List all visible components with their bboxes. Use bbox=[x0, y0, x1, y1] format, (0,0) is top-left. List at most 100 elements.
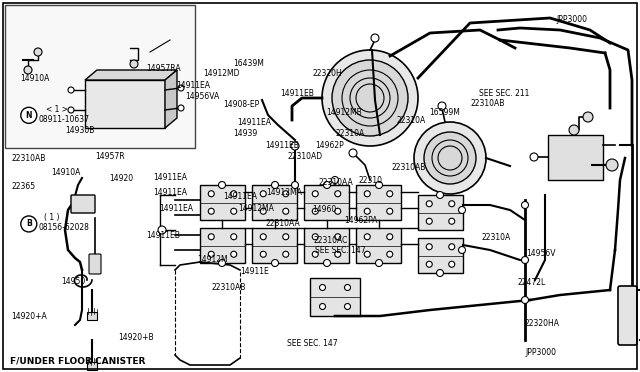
Text: 14920+A: 14920+A bbox=[12, 312, 47, 321]
Circle shape bbox=[260, 191, 266, 197]
Circle shape bbox=[332, 176, 339, 183]
Circle shape bbox=[312, 191, 318, 197]
Text: 22310: 22310 bbox=[358, 176, 383, 185]
Circle shape bbox=[387, 208, 393, 214]
Text: 22320H: 22320H bbox=[312, 69, 342, 78]
Circle shape bbox=[312, 208, 318, 214]
Text: 14911EA: 14911EA bbox=[176, 81, 210, 90]
Text: JPP3000: JPP3000 bbox=[526, 348, 557, 357]
Text: 22310AB: 22310AB bbox=[470, 99, 505, 108]
Circle shape bbox=[178, 105, 184, 111]
Text: 14957R: 14957R bbox=[95, 152, 124, 161]
Text: 08156-62028: 08156-62028 bbox=[38, 223, 89, 232]
Text: 14930B: 14930B bbox=[65, 126, 95, 135]
Text: 14911EB: 14911EB bbox=[280, 89, 314, 97]
Text: SEE SEC. 147: SEE SEC. 147 bbox=[287, 339, 337, 348]
Text: 22310A: 22310A bbox=[336, 129, 365, 138]
Text: N: N bbox=[26, 111, 32, 120]
FancyBboxPatch shape bbox=[89, 254, 101, 274]
Text: < 1 >: < 1 > bbox=[46, 105, 68, 114]
Text: 14912MD: 14912MD bbox=[204, 69, 240, 78]
Text: 22365: 22365 bbox=[12, 182, 36, 191]
Circle shape bbox=[387, 251, 393, 257]
Text: 14908-EP: 14908-EP bbox=[223, 100, 259, 109]
Bar bbox=[85, 80, 165, 128]
Circle shape bbox=[322, 50, 418, 146]
Text: 22310AB: 22310AB bbox=[211, 283, 246, 292]
Text: JPP3000: JPP3000 bbox=[557, 15, 588, 24]
Circle shape bbox=[24, 66, 32, 74]
Text: 14912MA: 14912MA bbox=[266, 188, 302, 197]
Bar bbox=[304, 185, 349, 220]
Bar bbox=[252, 185, 297, 220]
Text: 14912MA: 14912MA bbox=[238, 204, 274, 213]
Text: 14962PA: 14962PA bbox=[344, 216, 378, 225]
Circle shape bbox=[436, 269, 444, 276]
Circle shape bbox=[34, 48, 42, 56]
Circle shape bbox=[218, 182, 225, 189]
Text: 14939: 14939 bbox=[234, 129, 258, 138]
Circle shape bbox=[371, 34, 379, 42]
Circle shape bbox=[424, 132, 476, 184]
Text: 14910A: 14910A bbox=[20, 74, 50, 83]
Bar bbox=[200, 228, 245, 263]
Circle shape bbox=[231, 208, 237, 214]
Text: 14960: 14960 bbox=[312, 205, 337, 214]
Text: 14911E: 14911E bbox=[240, 267, 269, 276]
Text: 14911EB: 14911EB bbox=[266, 141, 300, 150]
Circle shape bbox=[312, 234, 318, 240]
Text: 22310AA: 22310AA bbox=[319, 178, 353, 187]
Bar bbox=[418, 195, 463, 230]
Circle shape bbox=[364, 208, 371, 214]
Circle shape bbox=[319, 285, 326, 291]
Text: 14920: 14920 bbox=[109, 174, 133, 183]
Text: 14911EA: 14911EA bbox=[154, 188, 188, 197]
Text: 14956VA: 14956VA bbox=[186, 92, 220, 101]
Bar bbox=[418, 238, 463, 273]
Circle shape bbox=[376, 260, 383, 266]
Text: 14911EA: 14911EA bbox=[154, 173, 188, 182]
Text: 16599M: 16599M bbox=[429, 108, 460, 117]
Circle shape bbox=[335, 208, 340, 214]
Circle shape bbox=[606, 159, 618, 171]
Circle shape bbox=[458, 206, 465, 214]
Bar bbox=[304, 228, 349, 263]
Circle shape bbox=[364, 251, 371, 257]
Circle shape bbox=[283, 234, 289, 240]
Circle shape bbox=[426, 218, 432, 224]
Circle shape bbox=[231, 251, 237, 257]
Text: 22310A: 22310A bbox=[397, 116, 426, 125]
Text: 22310A: 22310A bbox=[481, 232, 511, 241]
Bar bbox=[87, 312, 97, 320]
Text: 14950: 14950 bbox=[61, 277, 85, 286]
Circle shape bbox=[208, 234, 214, 240]
Text: 14912M: 14912M bbox=[197, 255, 228, 264]
Circle shape bbox=[208, 251, 214, 257]
Circle shape bbox=[271, 182, 278, 189]
Text: 14910A: 14910A bbox=[51, 168, 81, 177]
Circle shape bbox=[319, 304, 326, 310]
Circle shape bbox=[218, 260, 225, 266]
Text: 22310AC: 22310AC bbox=[314, 236, 348, 245]
FancyBboxPatch shape bbox=[71, 195, 95, 213]
Text: 14956V: 14956V bbox=[526, 249, 556, 258]
Circle shape bbox=[335, 234, 340, 240]
Text: 14962P: 14962P bbox=[315, 141, 344, 150]
Bar bbox=[310, 278, 360, 316]
Circle shape bbox=[344, 285, 351, 291]
Circle shape bbox=[449, 244, 455, 250]
Text: SEE SEC. 147: SEE SEC. 147 bbox=[315, 246, 365, 254]
Text: F/UNDER FLOOR CANISTER: F/UNDER FLOOR CANISTER bbox=[10, 356, 145, 365]
Bar bbox=[252, 228, 297, 263]
Text: 22310AB: 22310AB bbox=[392, 163, 426, 172]
Bar bbox=[200, 185, 245, 220]
Circle shape bbox=[231, 234, 237, 240]
Circle shape bbox=[271, 260, 278, 266]
Text: 14911EA: 14911EA bbox=[237, 118, 271, 127]
Polygon shape bbox=[85, 70, 177, 80]
Circle shape bbox=[376, 182, 383, 189]
Circle shape bbox=[283, 191, 289, 197]
Bar bbox=[5, 5, 195, 148]
Circle shape bbox=[522, 257, 529, 263]
Text: 22310AB: 22310AB bbox=[12, 154, 46, 163]
